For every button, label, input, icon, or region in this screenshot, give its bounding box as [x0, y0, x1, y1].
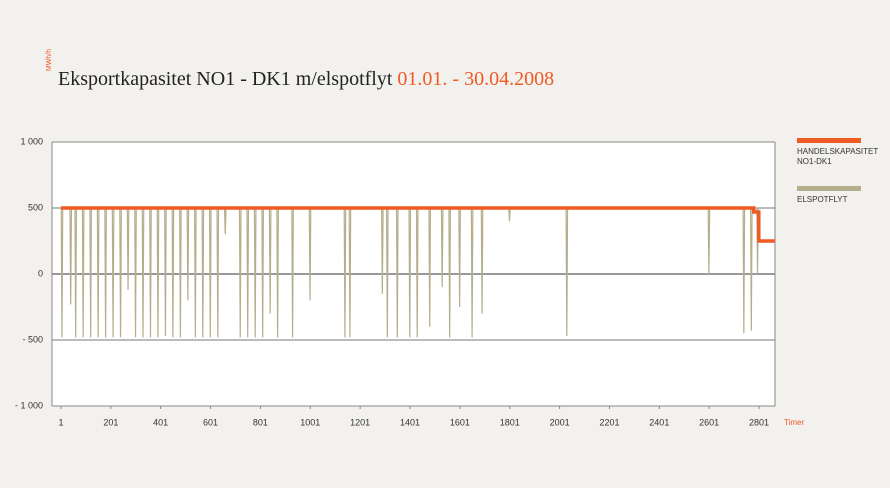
x-tick-label: 201	[103, 417, 118, 427]
title: Eksportkapasitet NO1 - DK1 m/elspotflyt	[58, 68, 393, 90]
x-tick-label: 2801	[749, 417, 769, 427]
x-tick-label: 1801	[500, 417, 520, 427]
x-tick-label: 401	[153, 417, 168, 427]
subtitle: 01.01. - 30.04.2008	[397, 68, 554, 90]
y-tick-label: - 500	[22, 334, 43, 344]
legend-label: HANDELSKAPASITET NO1-DK1	[797, 147, 879, 166]
y-tick-label: 1 000	[20, 136, 43, 146]
y-tick-label: - 1 000	[15, 400, 43, 410]
x-tick-label: 2601	[699, 417, 719, 427]
x-tick-label: 1401	[400, 417, 420, 427]
y-tick-label: 500	[28, 202, 43, 212]
x-tick-label: 1601	[450, 417, 470, 427]
legend-swatch	[797, 138, 861, 143]
chart-title: Eksportkapasitet NO1 - DK1 m/elspotflyt 0…	[58, 68, 554, 90]
x-tick-label: 2001	[550, 417, 570, 427]
x-tick-label: 1	[58, 417, 63, 427]
legend-label: ELSPOTFLYT	[797, 195, 848, 204]
x-tick-label: 2401	[649, 417, 669, 427]
x-tick-label: 601	[203, 417, 218, 427]
y-axis-label: MWh/h	[46, 49, 53, 71]
x-tick-label: 801	[253, 417, 268, 427]
legend-swatch	[797, 186, 861, 191]
x-tick-label: 1201	[350, 417, 370, 427]
series-line	[60, 206, 775, 243]
x-axis-label: Timer	[784, 418, 804, 427]
x-tick-label: 2201	[599, 417, 619, 427]
x-tick-label: 1001	[300, 417, 320, 427]
y-tick-label: 0	[38, 268, 43, 278]
